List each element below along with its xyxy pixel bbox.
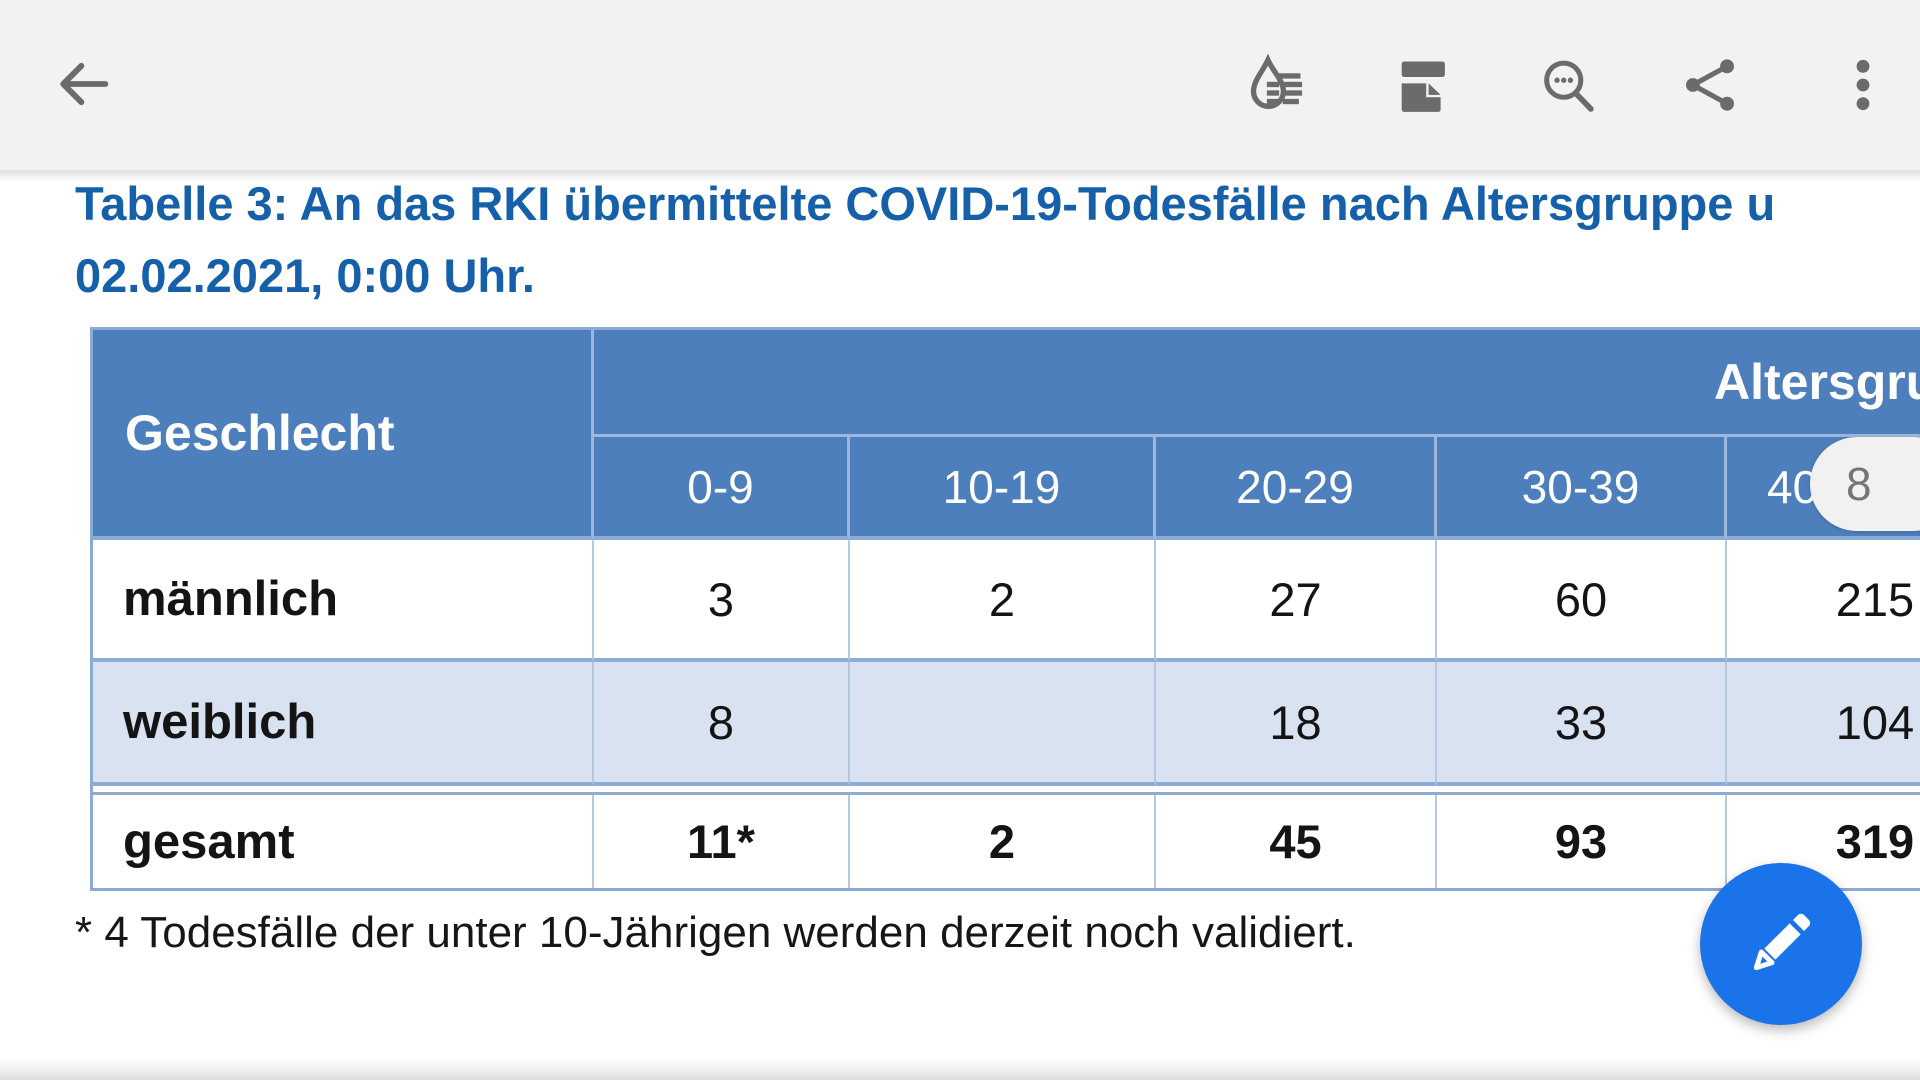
page-gap-shadow: [0, 1058, 1920, 1080]
document-title: Tabelle 3: An das RKI übermittelte COVID…: [75, 168, 1775, 312]
row-label-weiblich: weiblich: [93, 662, 594, 786]
liquid-mode-button[interactable]: [1245, 53, 1309, 117]
cell-gesamt-20-29: 45: [1156, 795, 1437, 888]
col-header-0-9: 0-9: [594, 437, 850, 540]
title-line-1: Tabelle 3: An das RKI übermittelte COVID…: [75, 177, 1776, 230]
cell-weiblich-0-9: 8: [594, 662, 850, 786]
col-header-20-29: 20-29: [1156, 437, 1437, 540]
search-button[interactable]: [1536, 53, 1600, 117]
back-button[interactable]: [52, 52, 116, 116]
covid-deaths-table: Geschlecht Altersgruppe 0-9 10-19 20-29 …: [90, 327, 1920, 891]
table-header-altersgruppe: Altersgruppe: [594, 330, 1920, 437]
row-label-gesamt: gesamt: [93, 795, 594, 888]
view-settings-button[interactable]: [1391, 53, 1455, 117]
pencil-icon: [1741, 903, 1821, 986]
search-icon: [1536, 53, 1600, 117]
col-header-10-19: 10-19: [850, 437, 1156, 540]
more-options-button[interactable]: [1831, 53, 1895, 117]
cell-maennlich-30-39: 60: [1437, 540, 1727, 662]
cell-weiblich-10-19: [850, 662, 1156, 786]
share-icon: [1678, 53, 1742, 117]
liquid-mode-icon: [1245, 53, 1309, 117]
table-header-geschlecht: Geschlecht: [93, 330, 594, 540]
cell-weiblich-20-29: 18: [1156, 662, 1437, 786]
cell-maennlich-0-9: 3: [594, 540, 850, 662]
page-number-badge[interactable]: 8: [1810, 437, 1920, 531]
toolbar: [0, 0, 1920, 170]
col-header-30-39: 30-39: [1437, 437, 1727, 540]
share-button[interactable]: [1678, 53, 1742, 117]
cell-weiblich-30-39: 33: [1437, 662, 1727, 786]
view-settings-icon: [1391, 53, 1455, 117]
cell-maennlich-10-19: 2: [850, 540, 1156, 662]
cell-gesamt-0-9: 11*: [594, 795, 850, 888]
title-line-2: 02.02.2021, 0:00 Uhr.: [75, 249, 535, 302]
row-label-maennlich: männlich: [93, 540, 594, 662]
cell-maennlich-20-29: 27: [1156, 540, 1437, 662]
cell-gesamt-10-19: 2: [850, 795, 1156, 888]
more-options-icon: [1831, 53, 1895, 117]
back-arrow-icon: [52, 52, 116, 116]
table-row-separator: [93, 786, 1920, 795]
toolbar-shadow: [0, 170, 1920, 182]
page-number: 8: [1846, 458, 1872, 510]
edit-fab[interactable]: [1700, 863, 1862, 1025]
cell-weiblich-40-49: 104: [1727, 662, 1920, 786]
cell-maennlich-40-49: 215: [1727, 540, 1920, 662]
table-footnote: * 4 Todesfälle der unter 10-Jährigen wer…: [75, 908, 1356, 957]
cell-gesamt-30-39: 93: [1437, 795, 1727, 888]
